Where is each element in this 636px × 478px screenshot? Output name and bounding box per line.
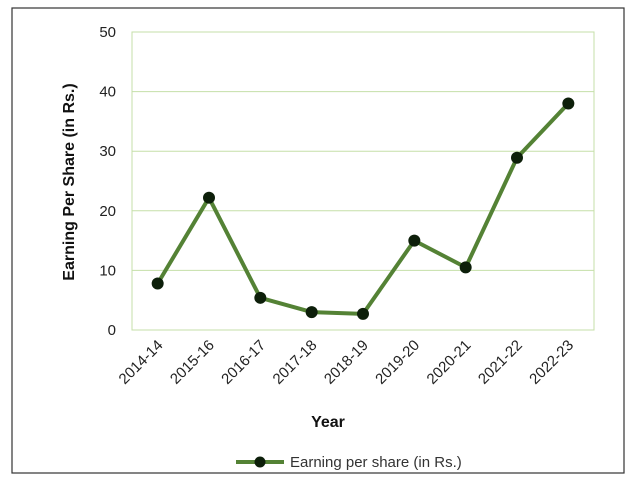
legend-label: Earning per share (in Rs.)	[290, 454, 462, 471]
data-point	[305, 306, 318, 319]
y-tick-label: 30	[99, 143, 116, 160]
y-tick-label: 20	[99, 203, 116, 220]
legend-marker-swatch	[254, 456, 266, 468]
legend: Earning per share (in Rs.)	[236, 454, 462, 471]
grid-lines	[132, 91, 594, 271]
data-point	[357, 307, 369, 320]
y-tick-label: 10	[99, 262, 116, 279]
data-point	[203, 191, 215, 204]
series-markers	[151, 97, 575, 320]
data-point	[562, 97, 575, 110]
y-tick-label: 0	[108, 322, 116, 339]
data-point	[254, 291, 267, 304]
plot-area-border	[131, 31, 595, 331]
y-tick-label: 50	[99, 24, 116, 41]
data-point	[408, 234, 421, 247]
data-point	[151, 277, 164, 290]
y-tick-label: 40	[99, 84, 116, 101]
chart-frame	[11, 7, 625, 474]
data-point	[511, 151, 523, 164]
data-point	[459, 261, 472, 274]
y-axis-title: Earning Per Share (in Rs.)	[61, 83, 78, 280]
y-axis-ticks: 0 10 20 30 40 50	[99, 24, 116, 339]
x-axis-title: Year	[311, 414, 345, 431]
